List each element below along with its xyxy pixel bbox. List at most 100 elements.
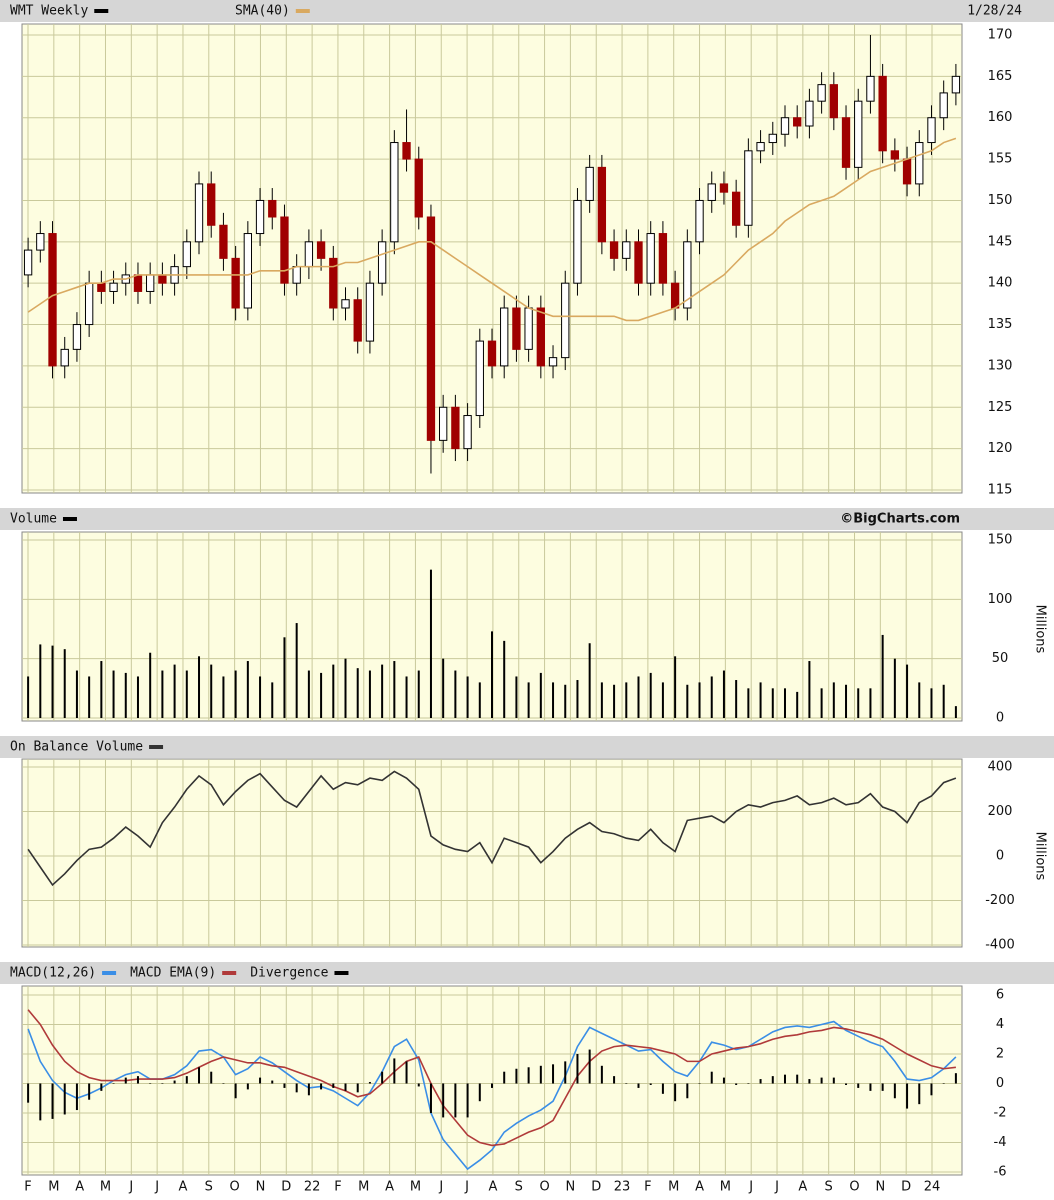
volume-bar bbox=[747, 688, 750, 718]
volume-bar bbox=[210, 664, 213, 718]
legend-swatch bbox=[295, 9, 310, 13]
candle-body bbox=[304, 241, 314, 268]
divergence-bar bbox=[552, 1064, 555, 1084]
divergence-bar bbox=[27, 1083, 30, 1103]
y-tick-label: 0 bbox=[996, 1076, 1004, 1091]
volume-bar bbox=[75, 670, 78, 718]
x-tick-label: A bbox=[385, 1180, 394, 1195]
candle-body bbox=[329, 257, 338, 309]
divergence-bar bbox=[576, 1054, 579, 1084]
y-tick-label: 0 bbox=[996, 849, 1004, 864]
divergence-bar bbox=[796, 1074, 799, 1084]
volume-bar bbox=[442, 658, 445, 718]
candle-body bbox=[365, 282, 375, 342]
divergence-bar bbox=[527, 1067, 530, 1084]
y-tick-label: 115 bbox=[988, 483, 1013, 498]
divergence-bar bbox=[454, 1083, 457, 1118]
volume-bar bbox=[698, 682, 701, 718]
volume-bar bbox=[466, 676, 469, 718]
x-tick-label: M bbox=[100, 1180, 111, 1195]
y-tick-label: 130 bbox=[988, 358, 1013, 373]
y-tick-label: 120 bbox=[988, 441, 1013, 456]
candle-body bbox=[548, 357, 558, 367]
volume-bar bbox=[173, 664, 176, 718]
header-bar bbox=[0, 736, 1054, 758]
divergence-bar bbox=[845, 1083, 848, 1085]
divergence-bar bbox=[564, 1061, 567, 1084]
volume-bar bbox=[356, 668, 359, 718]
candle-body bbox=[500, 307, 509, 367]
candle-body bbox=[536, 307, 545, 367]
candle-body bbox=[597, 166, 607, 243]
y-tick-label: 400 bbox=[988, 760, 1013, 775]
volume-bar bbox=[918, 682, 921, 718]
x-tick-label: F bbox=[334, 1180, 341, 1195]
volume-bar bbox=[832, 682, 835, 718]
volume-bar bbox=[820, 688, 823, 718]
divergence-bar bbox=[698, 1083, 701, 1084]
x-tick-label: M bbox=[358, 1180, 369, 1195]
volume-bar bbox=[478, 682, 481, 718]
volume-bar bbox=[112, 670, 115, 718]
divergence-bar bbox=[210, 1071, 213, 1084]
candle-body bbox=[512, 307, 521, 350]
candle-body bbox=[780, 117, 790, 135]
volume-bar bbox=[332, 664, 335, 718]
volume-bar bbox=[515, 676, 518, 718]
candle-body bbox=[951, 75, 961, 94]
x-tick-label: J bbox=[748, 1180, 753, 1195]
divergence-bar bbox=[906, 1083, 909, 1109]
volume-bar bbox=[405, 676, 408, 718]
volume-bar bbox=[503, 640, 506, 718]
volume-bar bbox=[417, 670, 420, 718]
x-tick-label: A bbox=[695, 1180, 704, 1195]
x-tick-label: 24 bbox=[924, 1180, 941, 1195]
candle-body bbox=[243, 233, 253, 309]
candle-body bbox=[670, 282, 680, 309]
candle-body bbox=[341, 299, 350, 309]
candle-body bbox=[524, 307, 533, 350]
divergence-bar bbox=[442, 1083, 445, 1118]
y-tick-label: 150 bbox=[988, 533, 1013, 548]
divergence-bar bbox=[344, 1083, 347, 1091]
candle-body bbox=[744, 150, 753, 226]
legend-label: On Balance Volume bbox=[10, 740, 143, 755]
x-tick-label: J bbox=[438, 1180, 443, 1195]
divergence-bar bbox=[88, 1083, 91, 1100]
candle-body bbox=[793, 117, 802, 127]
divergence-bar bbox=[198, 1067, 201, 1084]
divergence-bar bbox=[710, 1071, 713, 1084]
candle-body bbox=[683, 241, 692, 309]
divergence-bar bbox=[820, 1077, 823, 1084]
candle-body bbox=[231, 257, 240, 309]
divergence-bar bbox=[661, 1083, 664, 1094]
divergence-bar bbox=[307, 1083, 310, 1096]
volume-bar bbox=[930, 688, 933, 718]
y-tick-label: 125 bbox=[988, 400, 1013, 415]
y-axis-label: Millions bbox=[1033, 605, 1048, 654]
divergence-bar bbox=[759, 1079, 762, 1084]
divergence-bar bbox=[295, 1083, 298, 1093]
candle-body bbox=[829, 84, 838, 119]
volume-bar bbox=[893, 658, 896, 718]
volume-bar bbox=[637, 676, 640, 718]
candle-body bbox=[585, 166, 594, 201]
candle-body bbox=[658, 233, 668, 284]
y-tick-label: 135 bbox=[988, 317, 1013, 332]
divergence-bar bbox=[942, 1083, 945, 1084]
x-tick-label: F bbox=[644, 1180, 651, 1195]
legend-label: WMT Weekly bbox=[10, 4, 88, 19]
x-tick-label: S bbox=[205, 1180, 213, 1195]
x-tick-label: O bbox=[539, 1180, 549, 1195]
volume-bar bbox=[759, 682, 762, 718]
x-tick-label: J bbox=[154, 1180, 159, 1195]
divergence-bar bbox=[405, 1061, 408, 1084]
candle-body bbox=[463, 415, 472, 450]
divergence-bar bbox=[112, 1083, 115, 1084]
divergence-bar bbox=[832, 1077, 835, 1084]
divergence-bar bbox=[283, 1083, 286, 1088]
volume-bar bbox=[796, 691, 799, 718]
divergence-bar bbox=[539, 1065, 542, 1084]
divergence-bar bbox=[417, 1083, 420, 1087]
x-tick-label: J bbox=[128, 1180, 133, 1195]
